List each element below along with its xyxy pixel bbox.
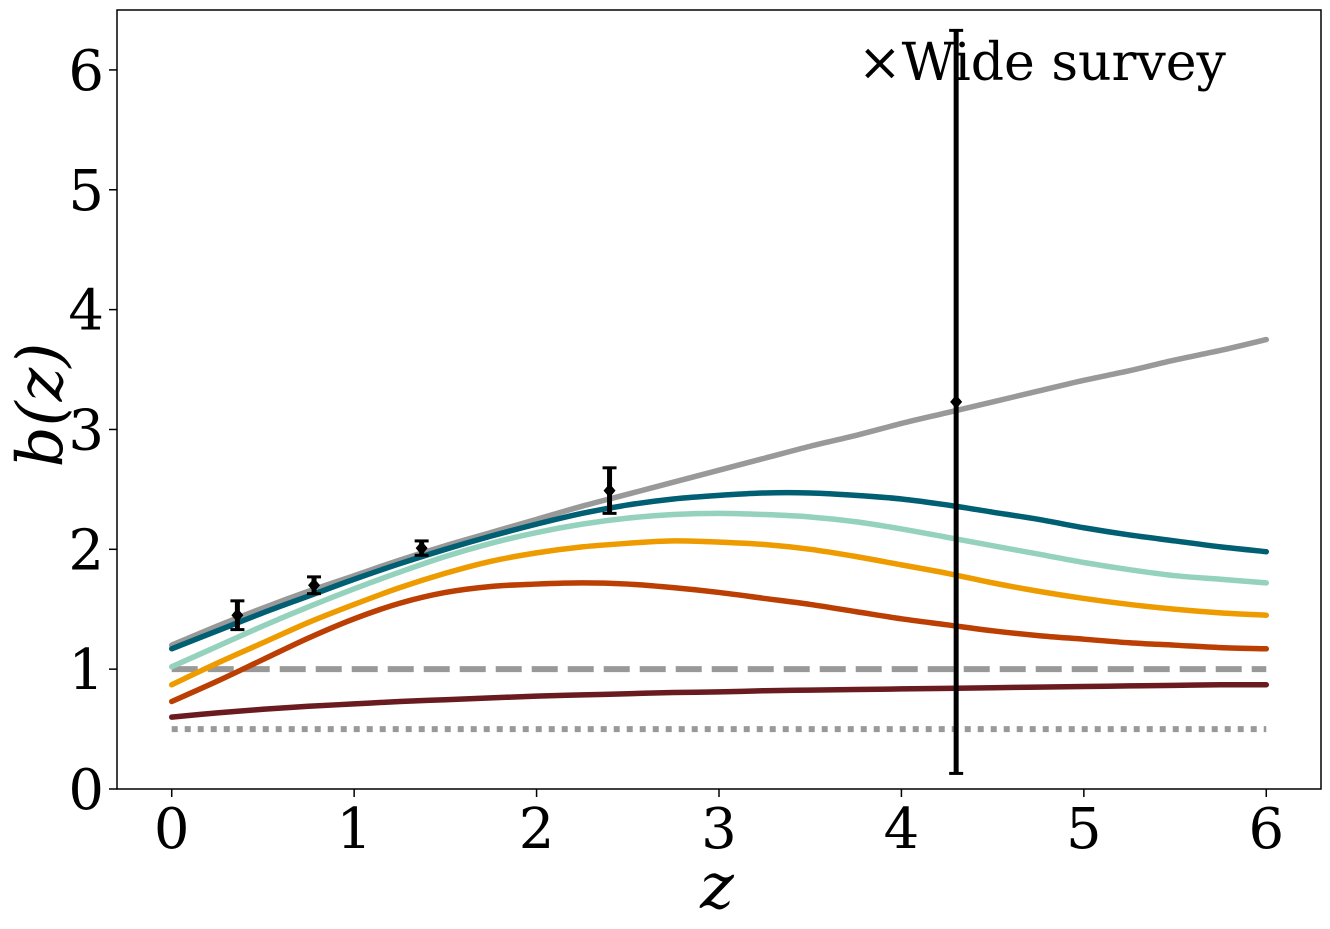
y-tick-label: 0: [68, 758, 104, 823]
data-points: [230, 28, 964, 775]
x-tick-label: 6: [1248, 797, 1284, 862]
y-tick-label: 4: [68, 279, 104, 344]
series-line-6: [168, 681, 1270, 720]
series-lines: [168, 336, 1270, 720]
y-axis: 0 1 2 3 4 5 6: [68, 39, 117, 823]
series-line-5: [168, 580, 1270, 705]
x-axis: 0 1 2 3 4 5 6: [154, 789, 1284, 862]
series-line-1: [168, 336, 1270, 648]
y-tick-label: 6: [68, 39, 104, 104]
annotation-label: ×Wide survey: [858, 33, 1227, 93]
y-tick-label: 2: [68, 518, 104, 583]
data-point-marker: [231, 608, 244, 623]
x-axis-title: z: [699, 850, 735, 924]
data-point-marker: [950, 394, 963, 409]
series-line-4: [168, 538, 1270, 688]
x-tick-label: 2: [519, 797, 555, 862]
x-tick-label: 4: [884, 797, 920, 862]
y-tick-label: 3: [68, 398, 104, 463]
series-line-2: [168, 489, 1270, 652]
data-point-3: [414, 539, 429, 557]
data-point-marker: [308, 578, 321, 593]
reference-lines: [171, 666, 1267, 733]
data-point-1: [230, 599, 245, 632]
series-line-3: [168, 510, 1270, 670]
y-tick-label: 5: [68, 159, 104, 224]
data-point-5: [949, 28, 964, 775]
data-point-2: [307, 575, 322, 596]
x-tick-label: 5: [1066, 797, 1102, 862]
x-tick-label: 1: [336, 797, 372, 862]
data-point-marker: [415, 541, 428, 556]
x-tick-label: 0: [154, 797, 190, 862]
x-tick-label: 3: [701, 797, 737, 862]
y-tick-label: 1: [68, 638, 104, 703]
data-point-marker: [603, 483, 616, 498]
y-axis-title: b(z): [4, 343, 78, 468]
data-point-4: [602, 466, 617, 515]
